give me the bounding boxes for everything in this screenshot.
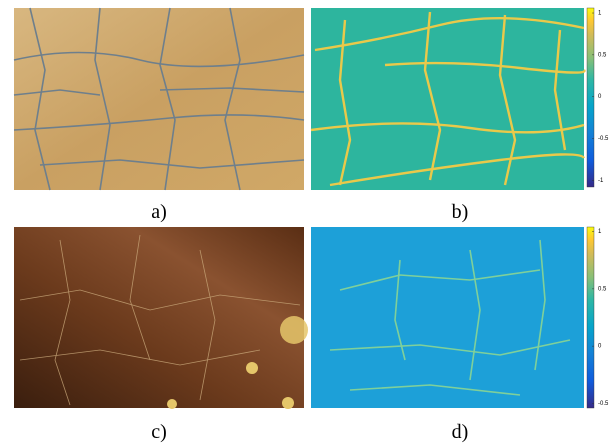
- photo-c: [14, 227, 304, 408]
- caption: d): [452, 421, 469, 443]
- colorbar: [587, 8, 594, 187]
- colorbar-tick-label: 0.5: [598, 286, 607, 292]
- figure: a) b) c) d) 1 0.5 0 -0.5 -1 1 0.5 0 -0.5: [0, 0, 615, 444]
- colorbar-tick-label: -0.5: [598, 401, 609, 407]
- colorbar-tick-label: 1: [598, 229, 602, 235]
- colorbar-tick-label: 0: [598, 94, 602, 100]
- colorbar-tick-label: 0: [598, 344, 602, 350]
- page: {"panels": [ {"caption": "a)"}, {"captio…: [0, 0, 615, 444]
- colorbar-tick-label: -0.5: [598, 136, 609, 142]
- caption: c): [151, 421, 167, 443]
- colorbar-tick-label: 0.5: [598, 52, 607, 58]
- heatmap-b: [311, 8, 584, 190]
- colorbar-tick-label: 1: [598, 11, 602, 17]
- colorbar-tick-label: -1: [598, 178, 604, 184]
- caption: b): [452, 201, 469, 223]
- caption: a): [151, 201, 167, 223]
- colorbar: [587, 227, 594, 408]
